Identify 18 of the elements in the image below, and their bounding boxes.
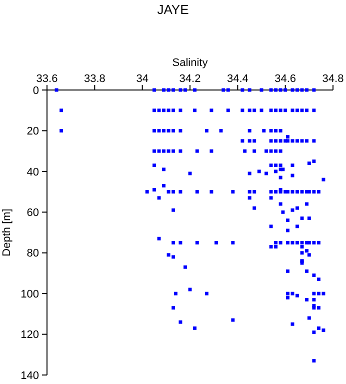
y-tick-label: 140 [20, 370, 39, 382]
y-tick-label: 120 [20, 329, 39, 342]
x-tick-label: 34 [136, 73, 148, 85]
y-tick-label: 40 [26, 166, 39, 178]
x-tick-label: 34.8 [322, 73, 344, 85]
x-tick-label: 33.6 [36, 73, 58, 85]
x-tick-label: 34.2 [179, 73, 201, 85]
chart-title: JAYE [157, 2, 190, 17]
y-tick-label: 100 [20, 288, 39, 300]
y-tick-label: 20 [26, 126, 39, 138]
y-tick-label: 0 [32, 84, 39, 97]
y-tick-label: 80 [26, 248, 39, 260]
y-axis-title: Depth [m] [1, 208, 13, 256]
x-tick-label: 34.4 [226, 73, 248, 85]
y-tick-label: 60 [26, 206, 39, 219]
x-axis-title: Salinity [172, 57, 208, 69]
x-tick-label: 34.6 [274, 73, 296, 85]
x-tick-label: 33.8 [84, 73, 106, 85]
